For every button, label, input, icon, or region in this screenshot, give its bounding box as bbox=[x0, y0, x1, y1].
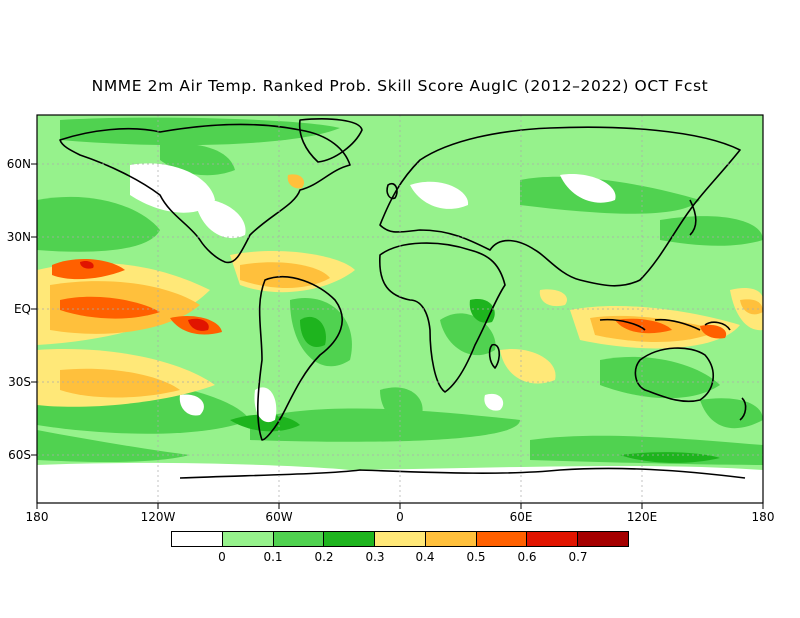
y-tick-label: 30N bbox=[6, 230, 31, 244]
y-tick-label: 30S bbox=[8, 375, 31, 389]
colorbar-label: 0.7 bbox=[568, 550, 588, 564]
y-tick-label: EQ bbox=[13, 302, 31, 316]
africa-coast bbox=[379, 242, 506, 393]
uk-coast bbox=[386, 182, 398, 200]
madagascar-coast bbox=[488, 343, 501, 369]
australia-coast bbox=[634, 347, 714, 403]
japan-coast bbox=[689, 199, 697, 236]
x-tick-label: 60E bbox=[509, 510, 533, 524]
map-fill bbox=[37, 115, 763, 503]
x-tick-label: 120E bbox=[626, 510, 658, 524]
south-america-coast bbox=[257, 276, 344, 441]
colorbar-label: 0.5 bbox=[466, 550, 486, 564]
colorbar-label: 0.2 bbox=[314, 550, 334, 564]
low-skill-regions bbox=[37, 163, 763, 503]
greenland-coast bbox=[298, 118, 363, 163]
indonesia-coast bbox=[599, 318, 731, 331]
colorbar-swatch bbox=[324, 532, 376, 546]
x-tick-label: 180 bbox=[25, 510, 49, 524]
colorbar-swatch bbox=[476, 532, 528, 546]
red-regions bbox=[80, 260, 209, 331]
colorbar-label: 0.1 bbox=[263, 550, 283, 564]
x-tick-label: 60W bbox=[265, 510, 293, 524]
colorbar-swatch bbox=[222, 532, 274, 546]
colorbar bbox=[171, 531, 629, 547]
colorbar-label: 0.4 bbox=[415, 550, 435, 564]
map-title: NMME 2m Air Temp. Ranked Prob. Skill Sco… bbox=[91, 77, 709, 95]
colorbar-swatch bbox=[527, 532, 579, 546]
north-america-coast bbox=[59, 123, 351, 264]
colorbar-swatch bbox=[375, 532, 426, 546]
map-grid bbox=[37, 115, 763, 503]
colorbar-swatch bbox=[425, 532, 477, 546]
axis-ticks bbox=[31, 163, 764, 509]
y-tick-label: 60N bbox=[6, 157, 31, 171]
antarctica-coast bbox=[179, 467, 746, 479]
eurasia-coast bbox=[379, 126, 741, 287]
colorbar-swatch bbox=[578, 532, 629, 546]
colorbar-label: 0.3 bbox=[365, 550, 385, 564]
coastlines bbox=[59, 118, 747, 479]
colorbar-label: 0.6 bbox=[517, 550, 537, 564]
x-tick-label: 120W bbox=[140, 510, 176, 524]
colorbar-swatch bbox=[273, 532, 325, 546]
colorbar-label: 0 bbox=[218, 550, 226, 564]
y-tick-label: 60S bbox=[8, 448, 31, 462]
colorbar-swatch bbox=[172, 532, 223, 546]
x-tick-label: 0 bbox=[396, 510, 404, 524]
new-zealand-coast bbox=[739, 397, 747, 421]
x-tick-label: 180 bbox=[751, 510, 775, 524]
